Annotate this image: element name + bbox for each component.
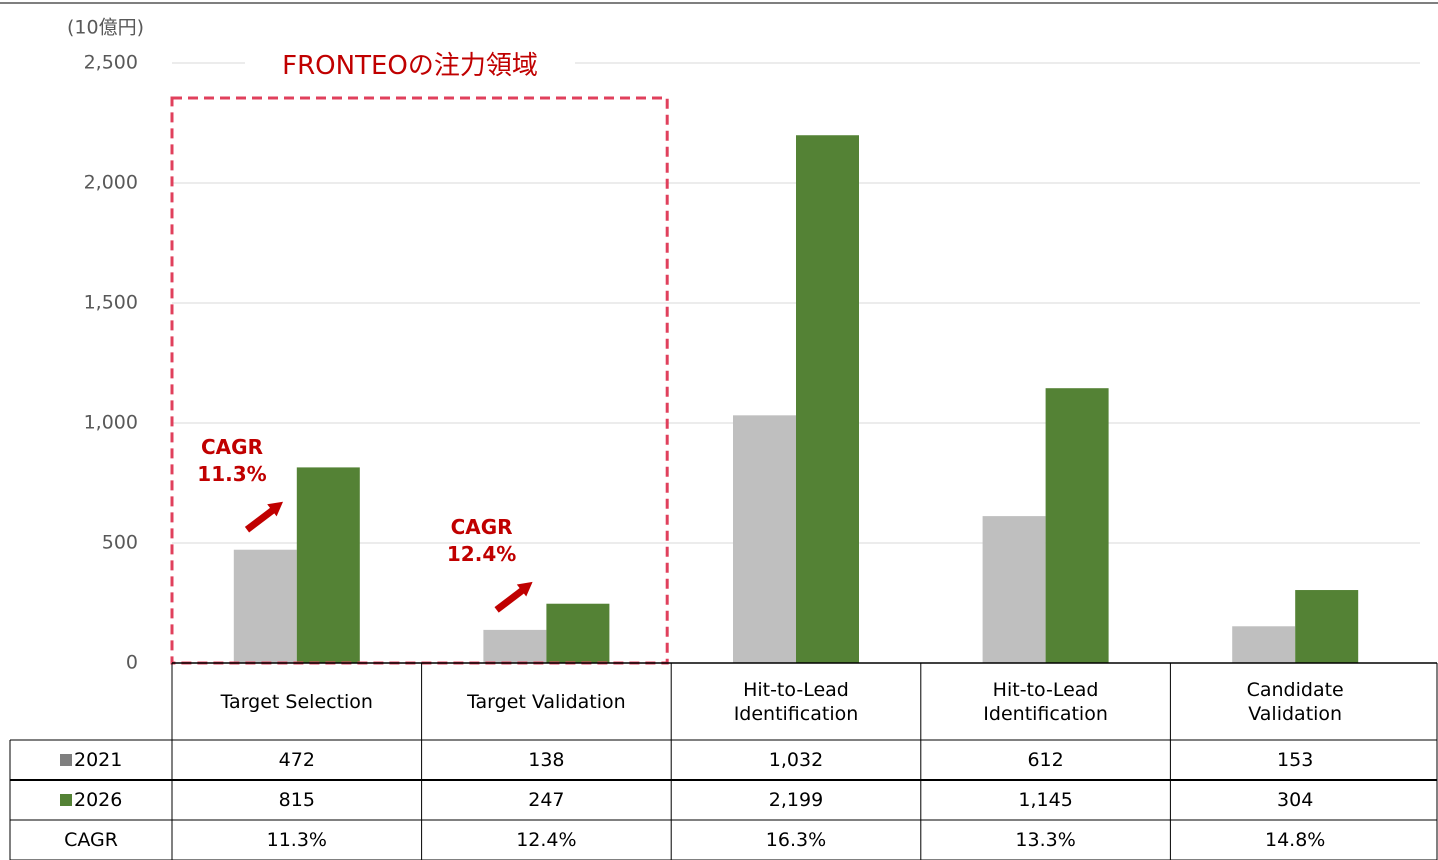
arrow-shaft bbox=[494, 585, 528, 613]
category-label: Candidate Validation bbox=[1246, 678, 1344, 725]
bar bbox=[296, 467, 360, 663]
table-value: 138 bbox=[528, 749, 565, 771]
annotation: CAGR 11.3% bbox=[197, 434, 267, 486]
bar bbox=[546, 603, 610, 663]
legend-swatch bbox=[60, 794, 72, 806]
y-tick-label: 1,000 bbox=[84, 412, 138, 434]
table-value: 14.8% bbox=[1265, 829, 1326, 851]
category-label: Hit-to-Lead Identification bbox=[733, 678, 859, 725]
bar bbox=[1295, 590, 1359, 663]
table-value: 153 bbox=[1277, 749, 1314, 771]
table-value: 1,145 bbox=[1018, 789, 1073, 811]
y-tick-label: 2,000 bbox=[84, 172, 138, 194]
table-value: 2,199 bbox=[768, 789, 824, 811]
bar bbox=[982, 516, 1046, 663]
legend-label: 2021 bbox=[74, 749, 123, 771]
y-tick-label: 0 bbox=[126, 652, 138, 674]
y-tick-label: 500 bbox=[102, 532, 138, 554]
table-value: 304 bbox=[1277, 789, 1314, 811]
annotation: CAGR 12.4% bbox=[446, 514, 517, 566]
legend-swatch bbox=[60, 754, 72, 766]
bar bbox=[1232, 626, 1296, 663]
category-label: Target Validation bbox=[467, 690, 626, 713]
y-tick-label: 1,500 bbox=[84, 292, 138, 314]
table-value: 612 bbox=[1027, 749, 1064, 771]
table-value: 12.4% bbox=[516, 829, 577, 851]
table-value: 11.3% bbox=[266, 829, 327, 851]
row-label: CAGR bbox=[64, 829, 118, 851]
table-value: 472 bbox=[278, 749, 315, 771]
table-value: 1,032 bbox=[768, 749, 824, 771]
bar bbox=[796, 135, 859, 664]
bar bbox=[1045, 388, 1109, 663]
focus-box bbox=[170, 96, 669, 665]
arrow-head bbox=[516, 581, 533, 597]
table-value: 247 bbox=[528, 789, 565, 811]
table-value: 16.3% bbox=[765, 829, 827, 851]
bar bbox=[483, 629, 547, 663]
arrow-shaft bbox=[244, 504, 279, 533]
legend-label: 2026 bbox=[74, 789, 123, 811]
unit-label: (10億円) bbox=[67, 17, 144, 39]
bar bbox=[733, 415, 796, 663]
bar bbox=[233, 549, 297, 663]
focus-title: FRONTEOの注力領域 bbox=[245, 48, 575, 84]
table-value: 13.3% bbox=[1015, 829, 1076, 851]
category-label: Target Selection bbox=[220, 690, 373, 713]
y-tick-label: 2,500 bbox=[84, 52, 138, 74]
category-label: Hit-to-Lead Identification bbox=[983, 678, 1108, 725]
arrow-head bbox=[267, 501, 283, 517]
table-value: 815 bbox=[278, 789, 315, 811]
